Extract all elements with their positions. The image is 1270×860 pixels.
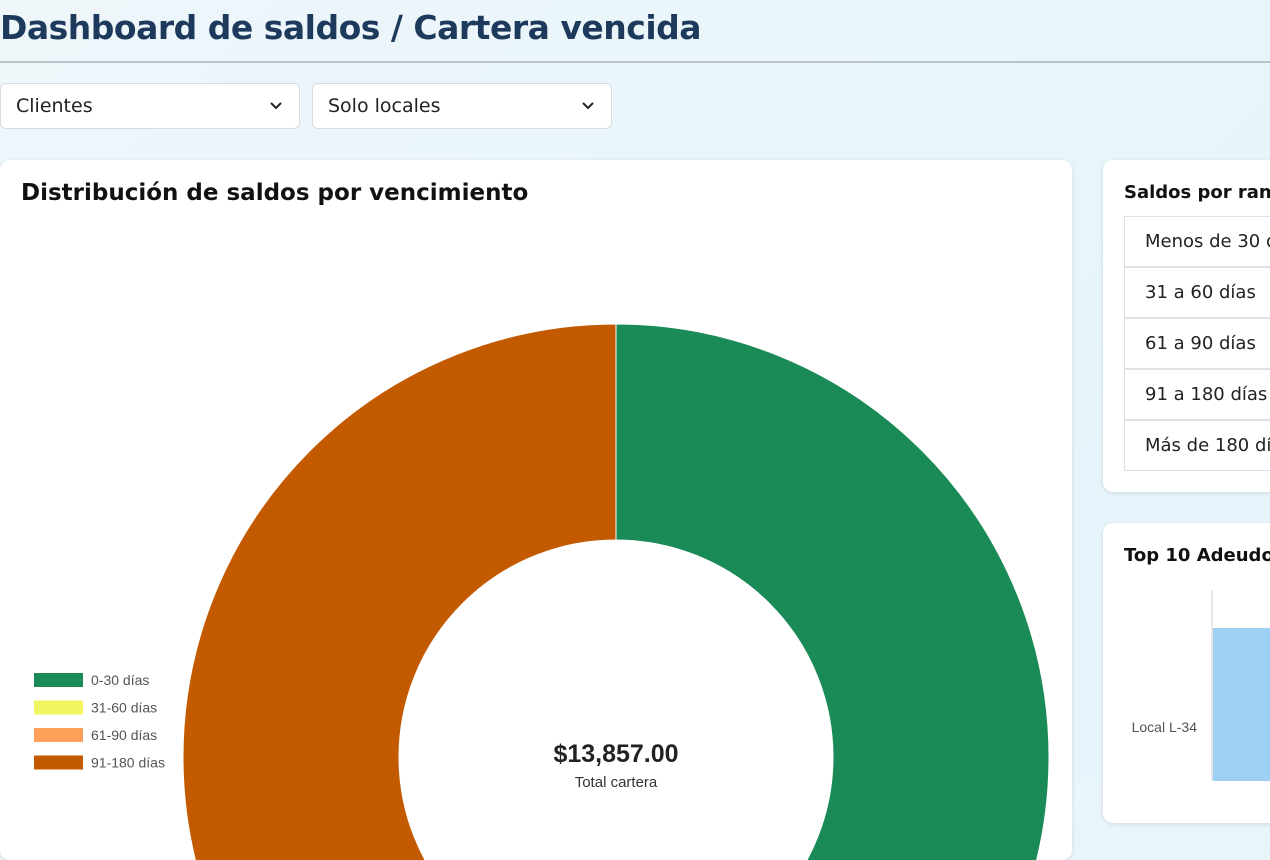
legend-label: 61-90 días — [91, 727, 157, 743]
range-row: 31 a 60 días — [1124, 267, 1270, 318]
card-title: Distribución de saldos por vencimiento — [21, 180, 529, 206]
chevron — [582, 102, 594, 110]
legend-swatch — [34, 728, 83, 742]
top-debts-chart: Local L-34 — [1132, 590, 1270, 781]
total-value: $13,857.00 — [553, 740, 678, 768]
page-title: Dashboard de saldos / Cartera vencida — [0, 8, 702, 47]
donut-chart: 0-30 días 31-60 días 61-90 días 91-180 días… — [34, 323, 1050, 860]
card-title: Saldos por rango — [1124, 182, 1270, 203]
range-row: Más de 180 días — [1124, 420, 1270, 471]
client-select[interactable]: Clientes — [0, 83, 300, 129]
legend-swatch — [34, 700, 83, 715]
divider — [0, 61, 1270, 63]
location-select[interactable]: Solo locales — [312, 83, 612, 129]
range-row: 91 a 180 días — [1124, 369, 1270, 420]
card-title: Top 10 Adeudos — [1124, 545, 1270, 566]
legend-label: 91-180 días — [91, 755, 165, 771]
select-text: Clientes — [16, 95, 93, 117]
legend-label: 31-60 días — [91, 700, 157, 716]
chevron — [270, 102, 282, 110]
range-row: Menos de 30 días — [1124, 216, 1270, 267]
distribution-card: Distribución de saldos por vencimiento 0… — [0, 160, 1072, 860]
donut-slice — [182, 323, 617, 860]
range-row: 61 a 90 días — [1124, 318, 1270, 369]
bar-label: Local L-34 — [1132, 719, 1198, 735]
bar — [1213, 628, 1270, 781]
legend-label: 0-30 días — [91, 672, 149, 688]
select-text: Solo locales — [328, 95, 441, 117]
donut-slice — [615, 323, 1050, 860]
legend-swatch — [34, 755, 83, 770]
total-caption: Total cartera — [575, 774, 658, 791]
legend-swatch — [34, 673, 83, 687]
